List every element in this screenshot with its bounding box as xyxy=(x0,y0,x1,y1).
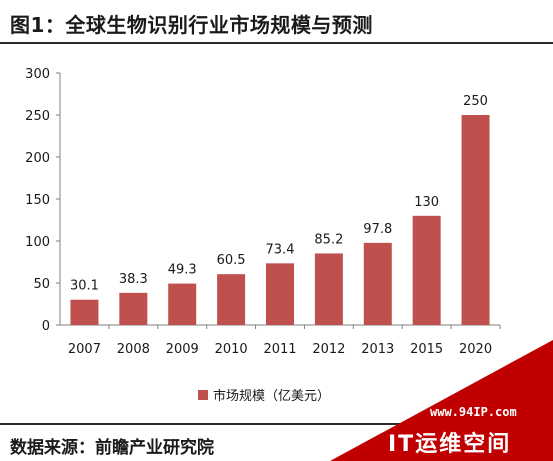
data-label: 49.3 xyxy=(168,263,197,278)
bar xyxy=(217,274,246,325)
y-tick-label: 100 xyxy=(25,235,50,250)
data-label: 130 xyxy=(414,195,439,210)
bar xyxy=(461,115,490,325)
x-tick-label: 2011 xyxy=(263,342,296,357)
bar xyxy=(266,263,294,325)
x-tick-label: 2013 xyxy=(361,342,394,357)
x-tick-label: 2009 xyxy=(166,342,199,357)
bar xyxy=(70,299,99,325)
data-label: 97.8 xyxy=(363,222,392,237)
data-label: 85.2 xyxy=(314,232,343,247)
data-label: 30.1 xyxy=(70,279,99,294)
y-tick-label: 200 xyxy=(25,151,50,166)
y-tick-label: 50 xyxy=(33,277,50,292)
legend-label: 市场规模（亿美元） xyxy=(213,388,330,404)
bar xyxy=(412,215,441,325)
data-label: 250 xyxy=(463,94,488,109)
y-tick-label: 250 xyxy=(25,109,50,124)
bar xyxy=(314,253,343,325)
legend-swatch xyxy=(198,390,208,400)
x-tick-label: 2015 xyxy=(410,342,443,357)
x-tick-label: 2007 xyxy=(68,342,101,357)
x-tick-label: 2012 xyxy=(312,342,345,357)
y-tick-label: 300 xyxy=(25,67,50,82)
bar xyxy=(363,242,392,325)
source-note: 数据来源：前瞻产业研究院 xyxy=(10,438,214,458)
x-tick-label: 2020 xyxy=(459,342,492,357)
chart-title: 图1：全球生物识别行业市场规模与预测 xyxy=(10,13,373,37)
footer: 数据来源：前瞻产业研究院 xyxy=(0,423,553,461)
data-label: 60.5 xyxy=(217,253,246,268)
title-bar: 图1：全球生物识别行业市场规模与预测 xyxy=(0,0,553,44)
bar-chart: 0 50 100 150 200 250 300 30.1 2007 38.3 2008 49.3 20… xyxy=(25,67,501,404)
x-tick-label: 2008 xyxy=(117,342,150,357)
bar xyxy=(119,292,148,325)
data-label: 73.4 xyxy=(266,242,295,257)
y-tick-label: 150 xyxy=(25,193,50,208)
watermark-url: www.94IP.com xyxy=(430,405,517,419)
data-label: 38.3 xyxy=(119,272,148,287)
x-tick-label: 2010 xyxy=(215,342,248,357)
y-tick-label: 0 xyxy=(42,319,50,334)
watermark-name: IT运维空间 xyxy=(388,432,512,457)
bar xyxy=(168,283,197,325)
